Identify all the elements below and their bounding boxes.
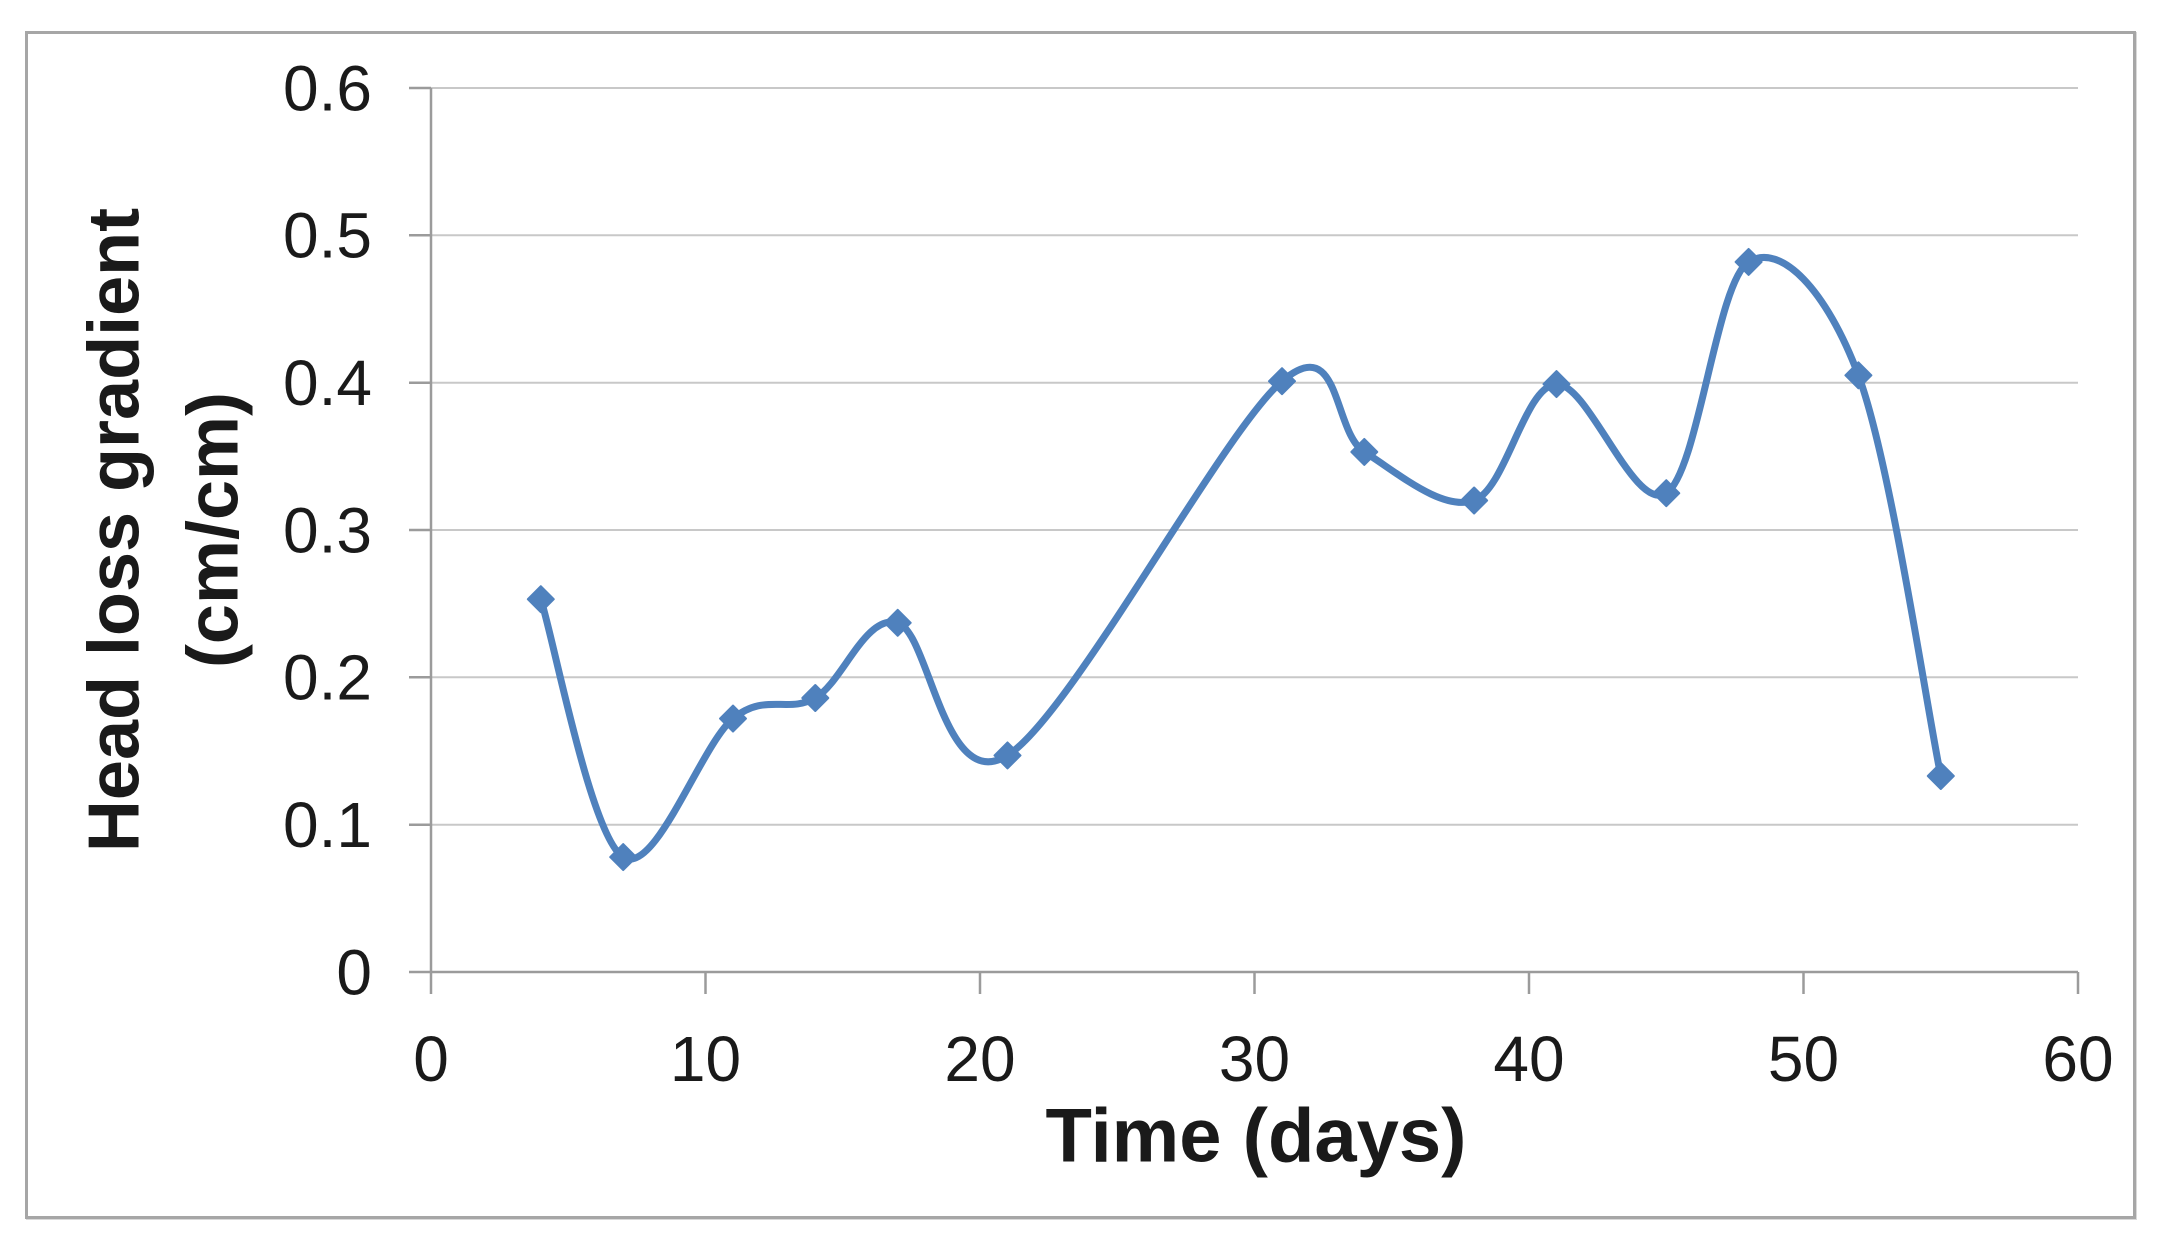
y-tick-label: 0.1: [283, 789, 372, 861]
y-tick-label: 0: [336, 936, 372, 1008]
x-tick-label: 30: [1219, 1023, 1290, 1095]
data-point-marker: [609, 843, 638, 872]
series-line: [537, 253, 1945, 863]
y-tick-label: 0.2: [283, 642, 372, 714]
x-tick-label: 20: [944, 1023, 1015, 1095]
x-tick-label: 50: [1768, 1023, 1839, 1095]
x-tick-label: 40: [1493, 1023, 1564, 1095]
data-point-marker: [801, 684, 830, 712]
data-point-marker: [1734, 247, 1763, 276]
data-point-marker: [1844, 361, 1873, 390]
y-axis-title-line1: Head loss gradient: [74, 207, 155, 853]
x-tick-label: 10: [670, 1023, 741, 1095]
data-point-marker: [1652, 479, 1681, 508]
x-tick-label: 0: [413, 1023, 449, 1095]
data-point-marker: [1542, 370, 1571, 399]
data-point-marker: [1268, 367, 1296, 396]
y-axis-title: Head loss gradient (cm/cm): [66, 208, 265, 852]
data-point-marker: [1926, 762, 1955, 790]
data-point-marker: [993, 741, 1022, 770]
y-tick-label: 0.3: [283, 494, 372, 566]
y-tick-label: 0.5: [283, 200, 372, 272]
data-point-marker: [883, 608, 912, 637]
y-tick-label: 0.4: [283, 347, 372, 419]
x-axis-title: Time (days): [1045, 1093, 1467, 1179]
data-point-marker: [526, 585, 555, 614]
data-point-marker: [1350, 437, 1379, 466]
y-tick-label: 0.6: [283, 52, 372, 124]
y-axis-title-line2: (cm/cm): [174, 391, 254, 669]
data-point-marker: [1460, 486, 1489, 515]
chart-frame: [25, 31, 2136, 1219]
data-point-marker: [719, 704, 747, 733]
x-tick-label: 60: [2042, 1023, 2113, 1095]
